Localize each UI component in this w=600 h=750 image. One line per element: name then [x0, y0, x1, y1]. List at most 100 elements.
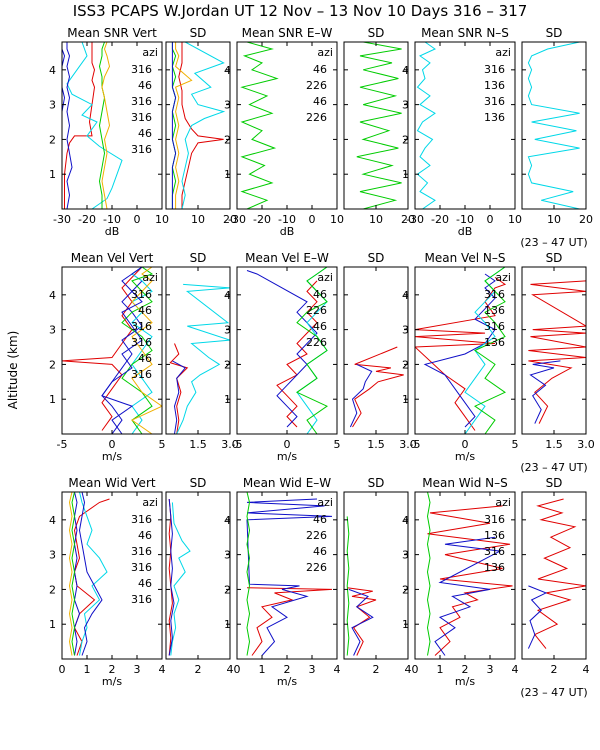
panel: SD 10 20: [521, 26, 593, 226]
legend-entry: 316: [484, 513, 505, 526]
series-line-red: [276, 280, 318, 428]
series-line-green: [71, 492, 76, 656]
x-axis-label: dB: [105, 225, 120, 238]
legend-entry: 316: [131, 513, 152, 526]
legend-entry: 226: [306, 561, 327, 574]
panel: Mean Vel Vert 1 2 3 4 -5 0 5 m/s azi 316 46 316 316 46…: [49, 251, 166, 463]
series-line-green: [246, 492, 251, 656]
panel-title: Mean Vel Vert: [71, 251, 154, 265]
series-line-blue: [62, 42, 66, 209]
legend-entry: 226: [306, 304, 327, 317]
x-tick-label: 3: [309, 663, 316, 676]
x-axis-label: dB: [458, 225, 473, 238]
x-tick-label: -5: [232, 438, 243, 451]
series-line-blue: [527, 585, 548, 649]
panel: SD 10 20: [343, 26, 415, 226]
legend-entry: 46: [313, 320, 327, 333]
x-tick-label: 1.5: [367, 438, 385, 451]
legend-entry: 316: [131, 320, 152, 333]
series-group: [168, 498, 191, 656]
series-line-cyan: [170, 502, 191, 656]
x-tick-label: -20: [253, 213, 271, 226]
series-line-red: [169, 343, 189, 434]
y-tick-label: 4: [49, 289, 56, 302]
series-line-red: [73, 498, 110, 656]
series-line-red: [168, 498, 173, 656]
series-group: [62, 42, 123, 209]
x-tick-label: 0: [309, 213, 316, 226]
series-line-orange: [101, 42, 111, 209]
series-line-blue: [78, 492, 103, 656]
series-group: [527, 42, 580, 209]
x-tick-label: 2: [284, 663, 291, 676]
x-axis-label: m/s: [102, 450, 122, 463]
series-line-green: [98, 42, 106, 209]
legend-entry: 316: [131, 336, 152, 349]
x-tick-label: 0: [59, 663, 66, 676]
series-line-red: [415, 276, 507, 431]
x-tick-label: 20: [223, 213, 237, 226]
y-tick-label: 3: [402, 549, 409, 562]
series-line-blue: [349, 363, 373, 428]
y-tick-label: 4: [402, 289, 409, 302]
series-line-cyan: [176, 283, 230, 434]
panel: SD 1.5 3.0: [343, 251, 417, 451]
legend-entry: 136: [484, 561, 505, 574]
panel-frame: [165, 266, 231, 435]
panel: SD 2 4: [521, 476, 590, 676]
panel-frame: [165, 491, 231, 660]
series-group: [527, 498, 586, 649]
panel-row-velocity: Mean Vel Vert 1 2 3 4 -5 0 5 m/s azi 316 46 316 316 46…: [49, 251, 595, 474]
y-tick-label: 3: [224, 324, 231, 337]
panel-frame: [521, 491, 587, 660]
legend-entry: 136: [484, 111, 505, 124]
legend-entry: 46: [138, 352, 152, 365]
series-line-cyan: [181, 42, 226, 209]
legend-header: azi: [317, 46, 333, 59]
legend-entry: 46: [313, 513, 327, 526]
x-tick-label: 4: [512, 663, 519, 676]
y-tick-label: 1: [49, 168, 56, 181]
x-tick-label: 3.0: [221, 438, 239, 451]
legend-entry: 316: [131, 95, 152, 108]
legend-entry: 316: [484, 95, 505, 108]
series-line-red: [528, 280, 586, 424]
panel-title: SD: [368, 26, 385, 40]
x-tick-label: 1: [259, 663, 266, 676]
series-line-green: [426, 492, 431, 656]
legend-entry: 316: [131, 63, 152, 76]
panel-title: Mean SNR Vert: [67, 26, 157, 40]
x-tick-label: 3: [487, 663, 494, 676]
x-tick-label: 4: [159, 663, 166, 676]
legend-entry: 316: [131, 368, 152, 381]
y-tick-label: 2: [49, 358, 56, 371]
series-group: [246, 492, 333, 656]
x-tick-label: 4: [405, 663, 412, 676]
y-tick-label: 2: [402, 583, 409, 596]
series-group: [246, 267, 329, 434]
series-line-cyan: [66, 42, 123, 209]
series-group: [415, 267, 507, 434]
legend-entry: 226: [306, 111, 327, 124]
legend-entry: 316: [131, 111, 152, 124]
y-tick-label: 3: [49, 99, 56, 112]
y-tick-label: 4: [224, 514, 231, 527]
x-tick-label: 2: [109, 663, 116, 676]
legend-entry: 136: [484, 304, 505, 317]
panel: Mean SNR N–S 1 2 3 4 -30 -20 -10 0 10 dB azi 316 136 3…: [402, 26, 522, 238]
legend-entry: 46: [313, 545, 327, 558]
legend-entry: 316: [131, 545, 152, 558]
x-tick-label: 1: [437, 663, 444, 676]
y-tick-label: 2: [402, 133, 409, 146]
legend-entry: 316: [484, 320, 505, 333]
y-tick-label: 3: [402, 324, 409, 337]
y-tick-label: 1: [49, 393, 56, 406]
figure-title: ISS3 PCAPS W.Jordan UT 12 Nov – 13 Nov 1…: [73, 2, 528, 20]
x-tick-label: 1.5: [545, 438, 563, 451]
panel-title: Mean SNR N–S: [421, 26, 509, 40]
series-group: [62, 267, 162, 434]
legend-entry: 316: [484, 63, 505, 76]
